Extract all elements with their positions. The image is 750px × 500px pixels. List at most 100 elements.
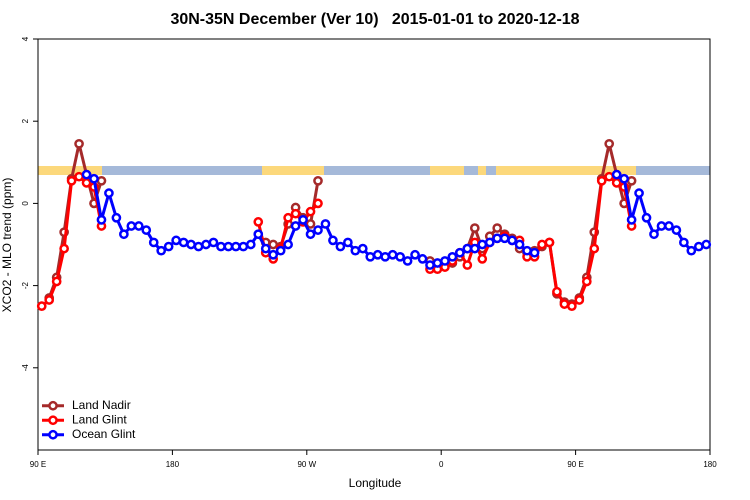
legend-marker [48, 429, 58, 440]
land-band [262, 166, 324, 175]
data-point [477, 239, 488, 250]
data-point [298, 214, 308, 225]
data-point [96, 214, 107, 225]
data-point [380, 251, 391, 262]
data-point [484, 237, 495, 248]
data-point [499, 233, 510, 244]
land-band [430, 166, 464, 175]
data-point [544, 237, 555, 248]
data-point [328, 235, 338, 246]
data-point [440, 256, 450, 266]
data-point [462, 243, 473, 254]
data-point [522, 245, 532, 256]
data-point [604, 171, 615, 182]
data-point [447, 251, 458, 262]
legend-marker [48, 415, 58, 426]
data-point [171, 235, 181, 246]
data-point [238, 241, 249, 252]
data-point [104, 188, 114, 198]
data-point [596, 175, 607, 186]
plot-frame [37, 38, 711, 451]
data-point [119, 229, 129, 240]
data-point [581, 276, 592, 287]
data-point [51, 276, 62, 287]
data-point [574, 295, 585, 305]
data-point [649, 229, 659, 240]
data-point [290, 221, 301, 231]
data-point [701, 239, 712, 250]
data-point [89, 173, 99, 184]
data-point [469, 223, 480, 233]
land-band [38, 166, 102, 175]
data-point [492, 223, 503, 233]
data-point [357, 243, 368, 254]
x-tick-label: 90 E [30, 460, 46, 469]
data-point [529, 247, 540, 258]
data-point [283, 239, 293, 250]
data-point [686, 245, 697, 256]
legend-marker [48, 400, 58, 411]
data-point [74, 171, 84, 182]
data-point [514, 239, 525, 250]
data-point [372, 249, 383, 260]
data-point [402, 256, 413, 266]
legend-label: Land Nadir [72, 398, 131, 412]
data-point [492, 233, 503, 244]
data-point [611, 178, 622, 188]
data-point [395, 251, 405, 262]
y-tick-label: 2 [21, 118, 30, 123]
data-point [320, 219, 331, 229]
data-point [410, 249, 420, 260]
data-point [455, 247, 465, 258]
data-point [335, 241, 346, 252]
data-point [81, 169, 92, 180]
x-tick-label: 90 E [567, 460, 583, 469]
data-point [417, 254, 428, 264]
data-point [193, 241, 204, 252]
data-point [268, 239, 279, 250]
data-point [44, 295, 55, 305]
data-point [634, 188, 644, 198]
y-axis-label: XCO2 - MLO trend (ppm) [0, 178, 14, 313]
land-band [478, 166, 486, 175]
data-point [245, 239, 256, 250]
data-point [313, 198, 323, 209]
data-point [664, 221, 674, 231]
data-point [567, 301, 577, 311]
data-point [589, 243, 600, 254]
data-point [290, 208, 301, 219]
land-mask-band [38, 166, 710, 175]
data-point [36, 301, 47, 311]
data-point [156, 245, 167, 256]
data-point [432, 258, 443, 268]
land-band [496, 166, 636, 175]
data-point [313, 175, 323, 186]
data-point [268, 249, 279, 260]
data-point [507, 235, 517, 246]
data-point [537, 239, 547, 250]
data-point [253, 229, 264, 240]
ocean-band [38, 166, 710, 175]
data-point [223, 241, 234, 252]
data-point [283, 212, 293, 223]
data-point [186, 239, 196, 250]
data-point [305, 229, 316, 240]
data-point [126, 221, 137, 231]
legend-label: Land Glint [72, 412, 127, 426]
data-point [343, 237, 353, 248]
data-point [305, 206, 316, 217]
data-point [679, 237, 689, 248]
data-point [656, 221, 667, 231]
data-point [387, 249, 398, 260]
data-point [59, 243, 69, 254]
data-point [469, 243, 480, 254]
data-point [111, 212, 122, 223]
y-tick-label: 4 [21, 36, 30, 41]
data-point [133, 221, 144, 231]
data-point [626, 214, 637, 225]
data-point [313, 225, 323, 235]
x-tick-label: 90 W [297, 460, 316, 469]
data-point [163, 241, 174, 252]
data-point [201, 239, 211, 250]
